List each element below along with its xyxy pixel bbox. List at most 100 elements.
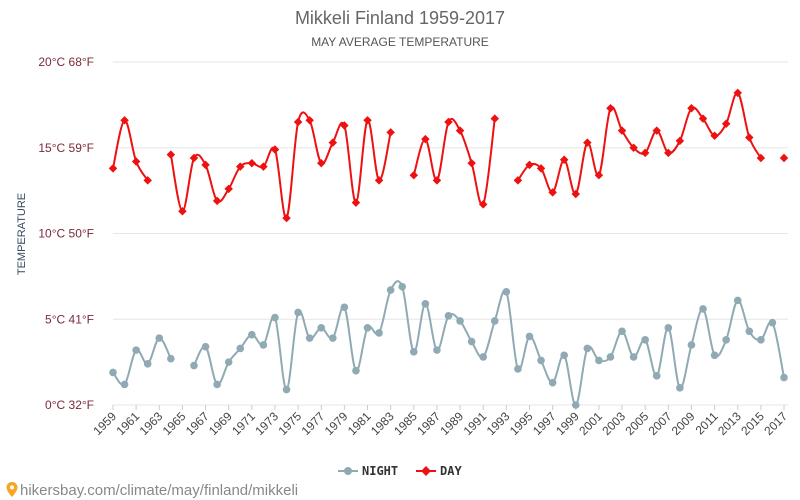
night-point[interactable] (201, 342, 210, 351)
day-point[interactable] (374, 176, 384, 185)
day-point[interactable] (421, 134, 430, 144)
day-point[interactable] (721, 119, 731, 128)
day-point[interactable] (293, 117, 303, 127)
night-point[interactable] (710, 351, 719, 360)
night-point[interactable] (687, 341, 696, 349)
night-point[interactable] (676, 384, 684, 392)
night-point[interactable] (120, 380, 129, 389)
day-point[interactable] (779, 153, 789, 163)
night-point[interactable] (722, 336, 730, 344)
day-point[interactable] (224, 184, 233, 194)
day-point[interactable] (386, 128, 395, 137)
night-point[interactable] (167, 354, 175, 363)
night-point[interactable] (641, 336, 649, 344)
night-point[interactable] (386, 286, 395, 294)
night-point[interactable] (444, 312, 453, 320)
night-point[interactable] (340, 303, 349, 312)
day-point[interactable] (178, 206, 187, 216)
night-point[interactable] (537, 356, 545, 365)
night-point[interactable] (456, 317, 464, 325)
night-point[interactable] (409, 348, 418, 356)
night-point[interactable] (282, 385, 291, 394)
night-point[interactable] (514, 365, 522, 373)
night-point[interactable] (248, 330, 256, 339)
night-point[interactable] (618, 327, 626, 336)
night-point[interactable] (768, 318, 777, 327)
night-point[interactable] (421, 300, 430, 308)
night-point[interactable] (629, 353, 638, 361)
day-point[interactable] (745, 133, 754, 142)
night-point[interactable] (490, 317, 499, 325)
day-point[interactable] (432, 176, 442, 185)
night-point[interactable] (664, 324, 673, 332)
night-point[interactable] (606, 353, 615, 361)
night-point[interactable] (190, 361, 198, 370)
night-point[interactable] (433, 346, 441, 354)
day-point[interactable] (247, 158, 257, 168)
night-point[interactable] (132, 346, 140, 354)
night-point[interactable] (699, 305, 707, 313)
night-point[interactable] (259, 341, 268, 349)
day-point[interactable] (444, 117, 453, 127)
day-point[interactable] (189, 153, 199, 163)
night-point[interactable] (224, 358, 233, 366)
night-point[interactable] (652, 372, 661, 380)
day-point[interactable] (675, 136, 685, 146)
night-point[interactable] (143, 360, 152, 368)
night-point[interactable] (109, 368, 117, 377)
night-point[interactable] (525, 332, 534, 341)
day-point[interactable] (282, 213, 291, 223)
night-point[interactable] (271, 313, 279, 322)
day-point[interactable] (166, 150, 176, 159)
night-point[interactable] (757, 336, 765, 344)
night-point[interactable] (548, 378, 557, 387)
day-point[interactable] (120, 116, 129, 125)
footer-link[interactable]: hikersbay.com/climate/may/finland/mikkel… (6, 482, 299, 499)
night-point[interactable] (780, 373, 788, 382)
day-point[interactable] (687, 104, 696, 113)
day-point[interactable] (490, 114, 500, 123)
day-point[interactable] (212, 196, 222, 206)
day-point[interactable] (455, 126, 465, 135)
day-point[interactable] (236, 162, 245, 171)
day-point[interactable] (143, 176, 152, 185)
night-point[interactable] (363, 324, 372, 332)
night-point[interactable] (213, 380, 221, 389)
day-point[interactable] (467, 158, 476, 168)
legend-item-night[interactable]: NIGHT (338, 464, 398, 478)
day-point[interactable] (305, 116, 314, 125)
night-point[interactable] (375, 329, 383, 337)
day-point[interactable] (340, 121, 349, 130)
night-point[interactable] (467, 337, 476, 346)
night-point[interactable] (398, 282, 407, 291)
night-point[interactable] (294, 308, 302, 317)
night-point[interactable] (502, 288, 511, 296)
day-point[interactable] (259, 162, 268, 171)
night-point[interactable] (236, 344, 245, 353)
day-point[interactable] (351, 198, 361, 207)
day-point[interactable] (201, 160, 210, 170)
day-point[interactable] (316, 158, 326, 168)
day-point[interactable] (363, 116, 372, 125)
night-point[interactable] (745, 327, 754, 336)
day-point[interactable] (270, 145, 280, 154)
day-point[interactable] (108, 164, 118, 173)
night-point[interactable] (479, 353, 488, 361)
day-point[interactable] (131, 157, 141, 166)
legend-item-day[interactable]: DAY (416, 464, 462, 478)
night-point[interactable] (317, 324, 326, 332)
day-point[interactable] (617, 126, 627, 135)
day-point[interactable] (606, 104, 615, 113)
night-point[interactable] (733, 296, 742, 305)
night-point[interactable] (560, 351, 568, 360)
day-point[interactable] (409, 170, 419, 180)
night-point[interactable] (155, 334, 164, 342)
day-point[interactable] (478, 200, 488, 209)
night-point[interactable] (571, 401, 580, 409)
night-point[interactable] (305, 334, 314, 342)
night-point[interactable] (583, 344, 592, 353)
day-point[interactable] (328, 138, 338, 147)
night-point[interactable] (329, 334, 337, 342)
night-point[interactable] (352, 366, 360, 375)
night-point[interactable] (595, 356, 603, 365)
